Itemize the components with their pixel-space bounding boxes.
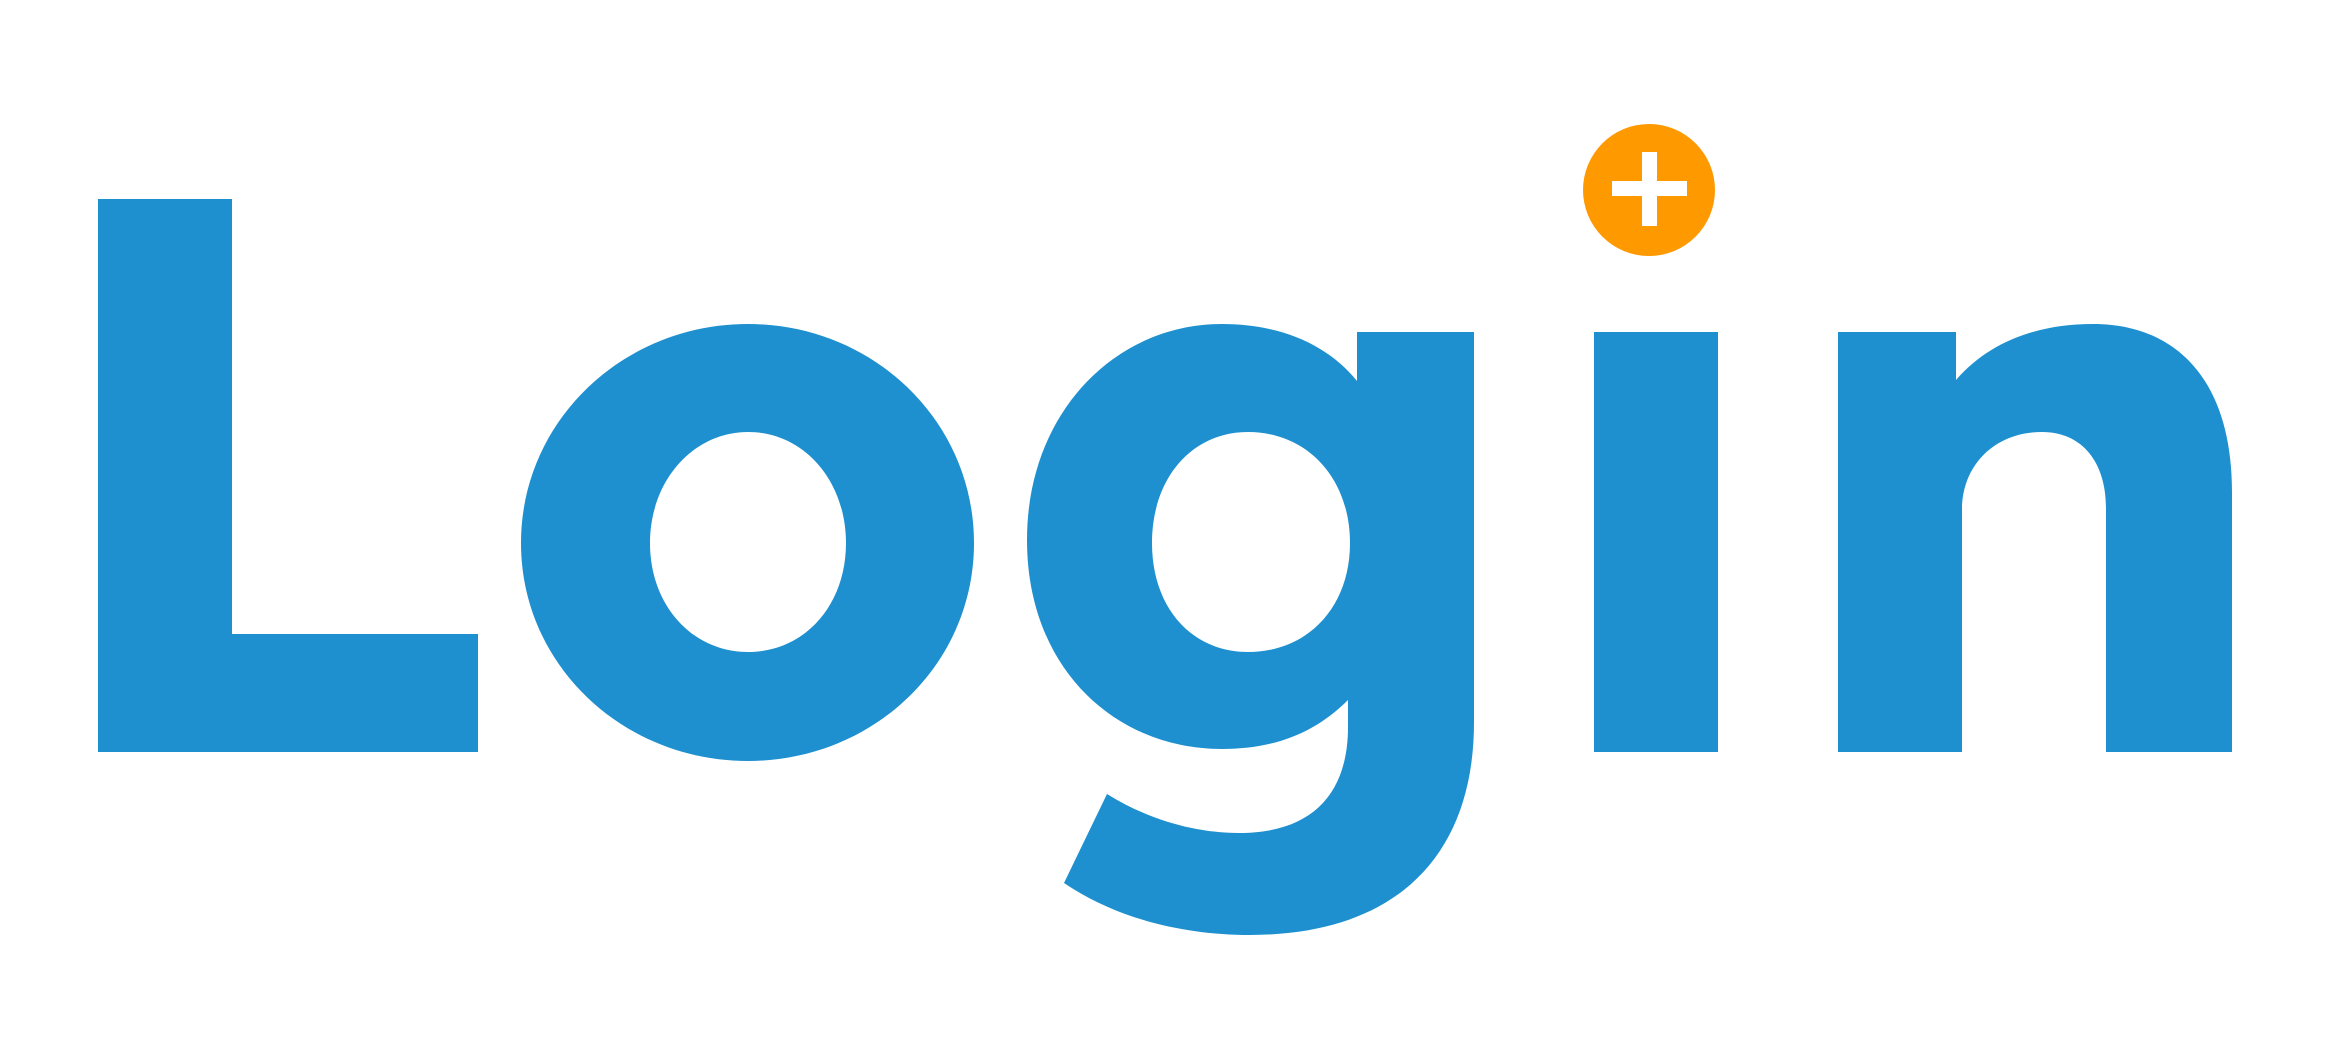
plus-badge: [1583, 124, 1715, 256]
logo-wordmark: [98, 199, 2232, 935]
letter-i-stem: [1594, 332, 1718, 752]
letter-o: [521, 324, 974, 761]
plus-icon: [1612, 152, 1687, 226]
letter-n: [1838, 324, 2232, 752]
letter-g: [1027, 324, 1474, 935]
letter-l: [98, 199, 478, 752]
